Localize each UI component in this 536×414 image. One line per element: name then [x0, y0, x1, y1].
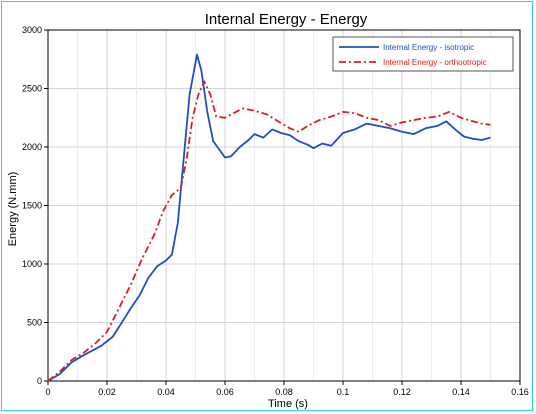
- legend-box: [332, 36, 514, 72]
- x-axis-label: Time (s): [268, 398, 308, 410]
- x-tick-label: 0: [45, 387, 50, 397]
- x-tick-label: 0.04: [157, 387, 175, 397]
- y-tick-label: 1500: [22, 201, 42, 211]
- x-tick-label: 0.12: [393, 387, 411, 397]
- legend-label: Internal Energy - orthootropic: [383, 58, 487, 67]
- x-tick-label: 0.14: [452, 387, 470, 397]
- x-tick-label: 0.02: [98, 387, 116, 397]
- series-line-isotropic: [47, 53, 491, 382]
- x-tick-label: 0.08: [275, 387, 293, 397]
- y-tick-label: 1000: [22, 259, 42, 269]
- x-tick-label: 0.1: [337, 387, 350, 397]
- y-tick-label: 2500: [22, 84, 42, 94]
- y-tick-label: 2000: [22, 142, 42, 152]
- y-tick-label: 3000: [22, 25, 42, 35]
- y-tick-label: 0: [37, 376, 42, 386]
- y-tick-label: 500: [27, 318, 42, 328]
- series-line-orthotropic: [47, 80, 491, 382]
- x-tick-label: 0.06: [216, 387, 234, 397]
- legend-label: Internal Energy - isotropic: [383, 43, 474, 52]
- y-axis-label: Energy (N.mm): [7, 172, 19, 247]
- x-tick-label: 0.16: [511, 387, 529, 397]
- chart-title: Internal Energy - Energy: [205, 11, 368, 28]
